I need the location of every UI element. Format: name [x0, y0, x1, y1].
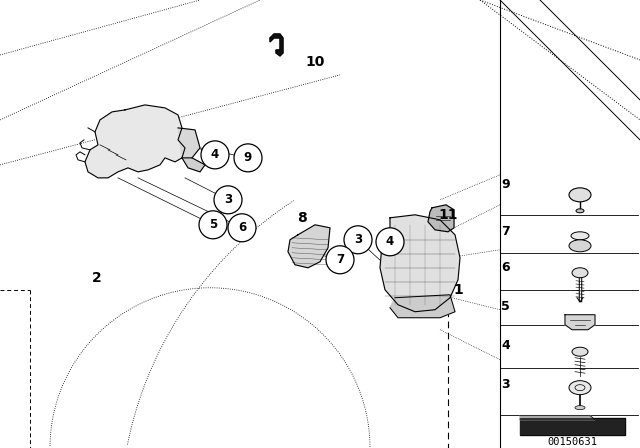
Text: 3: 3 — [354, 233, 362, 246]
Ellipse shape — [576, 209, 584, 213]
Polygon shape — [520, 418, 625, 435]
Text: 2: 2 — [92, 271, 102, 285]
Circle shape — [234, 144, 262, 172]
Text: 7: 7 — [501, 225, 510, 238]
Ellipse shape — [572, 347, 588, 356]
Circle shape — [376, 228, 404, 256]
Ellipse shape — [575, 405, 585, 409]
Polygon shape — [520, 416, 595, 420]
Text: 8: 8 — [297, 211, 307, 225]
Text: 4: 4 — [386, 235, 394, 248]
Polygon shape — [390, 295, 455, 318]
Circle shape — [214, 186, 242, 214]
Text: 1: 1 — [453, 283, 463, 297]
Ellipse shape — [572, 268, 588, 278]
Text: 6: 6 — [501, 261, 510, 274]
Ellipse shape — [569, 381, 591, 395]
Ellipse shape — [569, 240, 591, 252]
Text: 4: 4 — [211, 148, 219, 161]
Polygon shape — [270, 34, 283, 56]
Polygon shape — [182, 158, 205, 172]
Text: 3: 3 — [224, 194, 232, 207]
Text: 7: 7 — [336, 253, 344, 266]
Circle shape — [326, 246, 354, 274]
Polygon shape — [178, 128, 200, 158]
Ellipse shape — [571, 232, 589, 240]
Text: 9: 9 — [244, 151, 252, 164]
Polygon shape — [428, 205, 454, 232]
Text: 6: 6 — [238, 221, 246, 234]
Circle shape — [228, 214, 256, 242]
Text: 3: 3 — [501, 378, 510, 391]
Text: 10: 10 — [305, 55, 324, 69]
Circle shape — [199, 211, 227, 239]
Text: 11: 11 — [438, 208, 458, 222]
Text: 9: 9 — [501, 178, 510, 191]
Circle shape — [201, 141, 229, 169]
Ellipse shape — [569, 188, 591, 202]
Text: 4: 4 — [501, 339, 510, 352]
Polygon shape — [565, 315, 595, 330]
Polygon shape — [380, 215, 460, 312]
Polygon shape — [288, 225, 330, 268]
Polygon shape — [85, 105, 185, 178]
Circle shape — [344, 226, 372, 254]
Text: 00150631: 00150631 — [547, 437, 597, 447]
Text: 5: 5 — [209, 218, 217, 231]
Text: 5: 5 — [501, 300, 510, 313]
